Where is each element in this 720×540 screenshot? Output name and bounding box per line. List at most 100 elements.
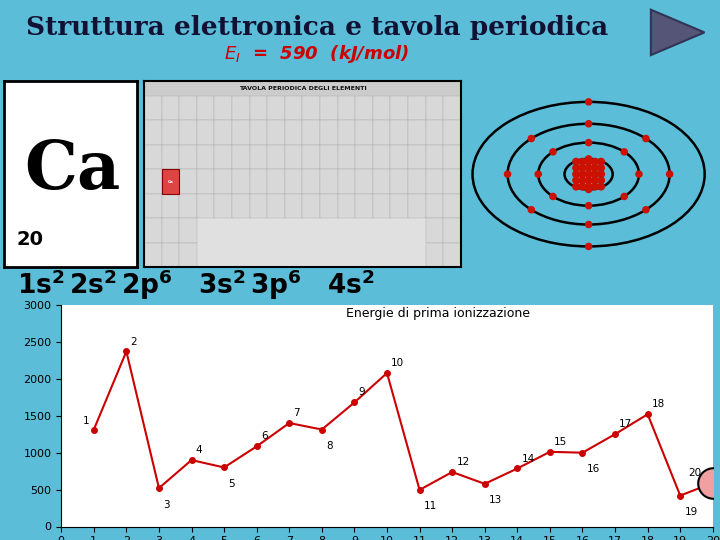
Bar [373,120,390,145]
Bar [232,169,250,194]
Text: 6: 6 [261,431,267,441]
Bar [426,145,444,169]
Bar [232,145,250,169]
Bar [179,145,197,169]
Bar [179,194,197,218]
Bar [444,218,461,243]
Bar [338,120,355,145]
Bar [161,169,179,194]
Bar [355,120,373,145]
Bar [444,194,461,218]
Bar [215,120,232,145]
Text: Energie di prima ionizzazione: Energie di prima ionizzazione [346,307,531,320]
Circle shape [592,171,598,178]
Circle shape [528,136,534,141]
Text: 13: 13 [489,495,502,505]
Bar [408,145,426,169]
Bar [215,194,232,218]
Bar [250,169,267,194]
Bar [355,194,373,218]
Bar [161,194,179,218]
Bar [197,169,215,194]
Text: Ca: Ca [168,179,174,184]
Circle shape [598,184,604,190]
Bar [215,96,232,120]
Bar [197,120,215,145]
Text: 11: 11 [424,501,437,511]
Bar [232,120,250,145]
Bar [179,120,197,145]
Bar [320,145,338,169]
Circle shape [573,171,580,178]
Bar [426,169,444,194]
Bar [320,169,338,194]
Circle shape [598,177,604,184]
Circle shape [573,165,580,171]
Text: $\mathbf{1s^2\,2s^2\,2p^6\quad 3s^2\,3p^6\quad 4s^2}$: $\mathbf{1s^2\,2s^2\,2p^6\quad 3s^2\,3p^… [17,268,374,302]
Bar [161,145,179,169]
Bar [250,120,267,145]
Circle shape [592,165,598,171]
Bar [444,145,461,169]
Bar [390,194,408,218]
Circle shape [598,171,604,178]
Circle shape [585,156,592,162]
Text: 17: 17 [619,419,632,429]
Bar [302,96,320,120]
Bar [302,169,320,194]
Text: 9: 9 [359,388,365,397]
Bar [285,169,302,194]
Bar [161,243,179,267]
Bar [232,96,250,120]
Text: 2: 2 [130,336,137,347]
Text: 1: 1 [83,416,89,426]
Text: 3: 3 [163,500,170,510]
Bar [179,243,197,267]
Bar [408,169,426,194]
Text: $\mathbf{\mathit{E_I}}$  =  590  (kJ/mol): $\mathbf{\mathit{E_I}}$ = 590 (kJ/mol) [224,43,410,65]
Bar [144,145,161,169]
Circle shape [643,136,649,141]
Bar [250,194,267,218]
Circle shape [550,149,556,155]
Circle shape [585,99,592,105]
Text: Struttura elettronica e tavola periodica: Struttura elettronica e tavola periodica [26,15,608,40]
Bar [215,145,232,169]
Bar [267,96,285,120]
Circle shape [585,221,592,227]
Bar [267,194,285,218]
Circle shape [585,186,592,193]
Bar [373,194,390,218]
Bar [197,194,215,218]
Bar [267,169,285,194]
Bar [161,169,179,194]
Circle shape [598,158,604,165]
Text: 8: 8 [326,441,333,451]
Text: Ca: Ca [24,138,121,203]
Bar [144,194,161,218]
Bar [355,145,373,169]
Bar [320,120,338,145]
Bar [285,145,302,169]
Circle shape [585,158,592,165]
Bar [179,169,197,194]
Circle shape [579,165,585,171]
Bar [161,218,179,243]
Bar [144,96,161,120]
Bar [320,194,338,218]
Circle shape [585,171,592,178]
Bar [179,96,197,120]
Bar [408,194,426,218]
Bar [390,169,408,194]
Bar [197,96,215,120]
Circle shape [579,184,585,190]
Bar [161,96,179,120]
Circle shape [528,207,534,213]
Bar [320,96,338,120]
Circle shape [643,207,649,213]
Bar [338,194,355,218]
Bar [250,96,267,120]
Circle shape [636,171,642,177]
Circle shape [579,158,585,165]
Bar [426,96,444,120]
